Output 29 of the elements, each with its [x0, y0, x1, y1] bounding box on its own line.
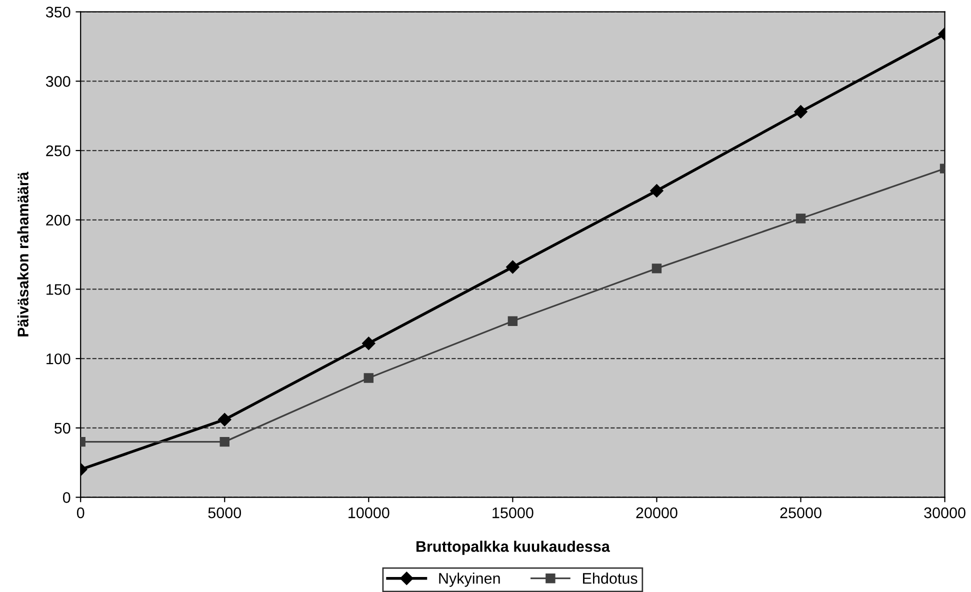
point [506, 260, 520, 274]
x-tick-label: 20000 [636, 507, 678, 518]
y-tick-label: 250 [46, 145, 70, 156]
x-tick-label: 10000 [348, 507, 390, 518]
x-axis-title: Bruttopalkka kuukaudessa [416, 540, 610, 555]
x-tick-label: 25000 [780, 507, 822, 518]
point [650, 184, 664, 198]
y-axis-title: Päiväsakon rahamäärä [17, 172, 28, 336]
x-tick-label: 5000 [208, 507, 242, 518]
point [508, 316, 518, 326]
point [794, 105, 808, 118]
point [218, 413, 232, 426]
y-tick-label: 350 [46, 6, 70, 18]
y-tick-label: 0 [62, 492, 70, 503]
y-tick-label: 50 [54, 422, 70, 434]
point [652, 264, 662, 274]
legend-label: Ehdotus [583, 572, 638, 584]
point [220, 436, 230, 447]
y-tick-label: 100 [46, 353, 70, 364]
y-tick-label: 300 [46, 76, 70, 87]
point [362, 336, 376, 350]
y-tick-label: 150 [46, 284, 70, 295]
x-tick-label: 0 [76, 507, 84, 518]
legend-label: Nykyinen [439, 572, 500, 587]
point [364, 373, 374, 383]
point [796, 214, 806, 224]
x-tick-label: 30000 [924, 507, 966, 518]
x-tick-label: 15000 [492, 507, 534, 518]
y-tick-label: 200 [46, 214, 70, 226]
